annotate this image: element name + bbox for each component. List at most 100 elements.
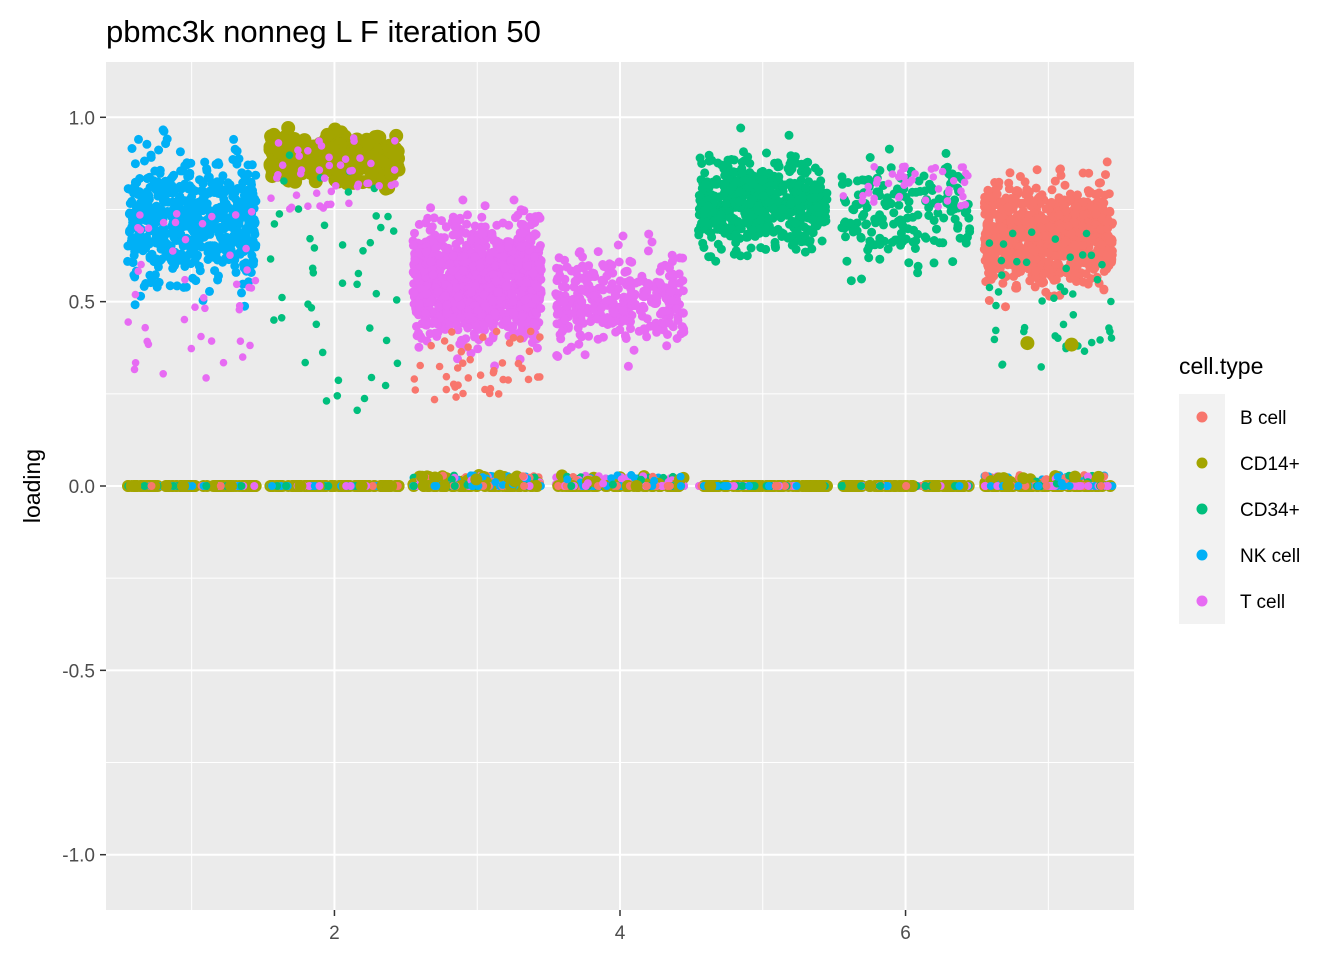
data-points [122,121,1117,492]
data-point [443,243,453,253]
data-point [607,474,616,483]
data-point [304,202,312,210]
data-point [152,282,162,292]
data-point [520,482,529,490]
data-point [237,482,246,490]
data-point [214,160,224,169]
data-point [245,283,253,292]
data-point [249,256,259,266]
data-point [225,242,235,252]
data-point [177,480,190,492]
data-point [346,482,355,490]
data-point [360,394,369,403]
data-point [393,359,402,368]
data-point [219,358,228,367]
data-point [143,198,153,208]
data-point [187,192,197,202]
data-point [199,294,208,302]
data-point [470,473,483,486]
data-point [297,166,306,174]
data-point [127,144,137,153]
data-point [837,482,846,490]
data-point [178,196,188,206]
data-point [137,260,145,269]
data-point [364,166,379,181]
data-point [215,224,225,234]
data-point [359,247,367,255]
data-point [158,125,168,135]
data-point [136,211,144,219]
data-point [172,281,182,291]
data-point [324,482,333,490]
data-point [194,261,204,271]
data-point [322,397,331,405]
data-point [135,174,145,183]
data-point [531,212,540,222]
data-point [250,482,259,490]
data-point [504,220,514,230]
data-point [278,293,286,302]
data-point [188,223,198,233]
data-point [228,155,238,164]
data-point [416,470,429,483]
data-point [208,212,216,221]
data-point [451,239,461,249]
data-point [286,133,301,147]
data-point [438,480,451,492]
data-point [567,482,576,490]
data-point [131,359,140,367]
data-point [277,314,286,322]
data-point [180,179,190,189]
data-point [192,232,202,242]
data-point [1002,480,1015,492]
data-point [317,142,326,150]
data-point [458,266,468,276]
data-point [392,296,401,304]
data-point [207,480,220,492]
data-point [169,247,177,255]
data-point [929,480,942,492]
data-point [147,482,156,490]
data-point [477,212,487,222]
data-point [181,282,191,292]
data-point [181,275,189,284]
data-point [367,159,375,168]
data-point [354,180,363,189]
data-point [216,233,226,243]
data-point [270,220,279,228]
data-point [345,199,353,208]
data-point [161,139,171,149]
data-point [498,480,507,489]
data-point [238,353,247,361]
data-point [1057,479,1066,487]
data-point [134,134,143,144]
data-point [509,195,519,205]
data-point [305,482,314,490]
data-point [208,252,218,262]
data-point [198,219,207,228]
data-point [328,480,341,492]
data-point [216,482,225,490]
data-point [478,228,488,238]
data-point [599,479,608,488]
data-point [353,406,362,415]
data-point [213,275,223,285]
data-point [125,480,138,492]
data-point [391,137,399,145]
data-point [492,220,502,230]
data-point [205,286,214,296]
data-point [382,336,391,345]
data-point [519,472,527,481]
data-point [246,341,254,350]
data-point [356,154,364,162]
data-point [125,199,135,208]
data-point [237,288,246,298]
data-point [433,286,443,296]
data-point [240,171,250,181]
data-point [372,212,381,220]
data-point [171,218,180,227]
data-point [155,256,165,266]
data-point [231,202,241,212]
data-point [334,376,343,385]
data-point [327,187,336,196]
